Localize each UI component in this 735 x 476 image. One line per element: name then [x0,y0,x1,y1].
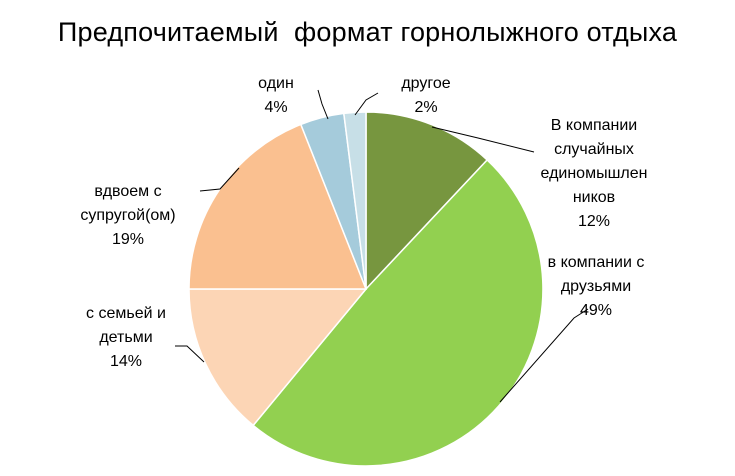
slice-value-label: 12% [578,213,610,230]
slice-value-label: 14% [110,353,142,370]
leader-line [499,308,589,403]
leader-line [175,345,205,363]
slice-label: В компании случайных единомышлен ников 12% [541,117,648,230]
leader-line [199,167,240,192]
slice-label-group-4: один 4% [258,75,329,120]
chart-title: Предпочитаемый формат горнолыжного отдых… [57,17,678,47]
slice-category-label: с семьей и [86,305,166,322]
slice-category-label: в компании с [548,254,645,271]
pie-slices [188,111,544,467]
slice-category-label: другое [401,75,450,92]
slice-value-label: 4% [264,99,287,116]
slice-label: один 4% [258,75,294,116]
leader-line [354,92,379,116]
pie-slice-0 [365,111,489,291]
slice-category-label: ников [573,189,615,206]
slice-category-label: друзьями [561,278,631,295]
pie-slice-5 [342,111,367,290]
leader-line [317,89,329,120]
slice-value-label: 49% [580,302,612,319]
slice-label-group-1: в компании с друзьями 49% [499,254,645,403]
slice-label-group-2: с семьей и детьми 14% [86,305,205,370]
slice-value-label: 19% [112,231,144,248]
leader-line [431,126,535,153]
slice-label-group-5: другое 2% [354,75,451,116]
slice-label: другое 2% [401,75,450,116]
slice-category-label: В компании [551,117,637,134]
slice-label: в компании с друзьями 49% [548,254,645,319]
pie-slice-2 [188,288,368,427]
slice-category-label: вдвоем с [94,183,161,200]
slice-label: с семьей и детьми 14% [86,305,166,370]
slice-category-label: супругой(ом) [80,207,175,224]
slice-label-group-3: вдвоем с супругой(ом) 19% [80,167,240,248]
slice-category-label: единомышлен [541,165,648,182]
slice-category-label: один [258,75,294,92]
slice-label-group-0: В компании случайных единомышлен ников 12% [431,117,648,230]
slice-label: вдвоем с супругой(ом) 19% [80,183,175,248]
slice-value-label: 2% [414,99,437,116]
slice-category-label: детьми [99,329,152,346]
slice-category-label: случайных [554,141,634,158]
pie-slice-1 [252,158,544,467]
